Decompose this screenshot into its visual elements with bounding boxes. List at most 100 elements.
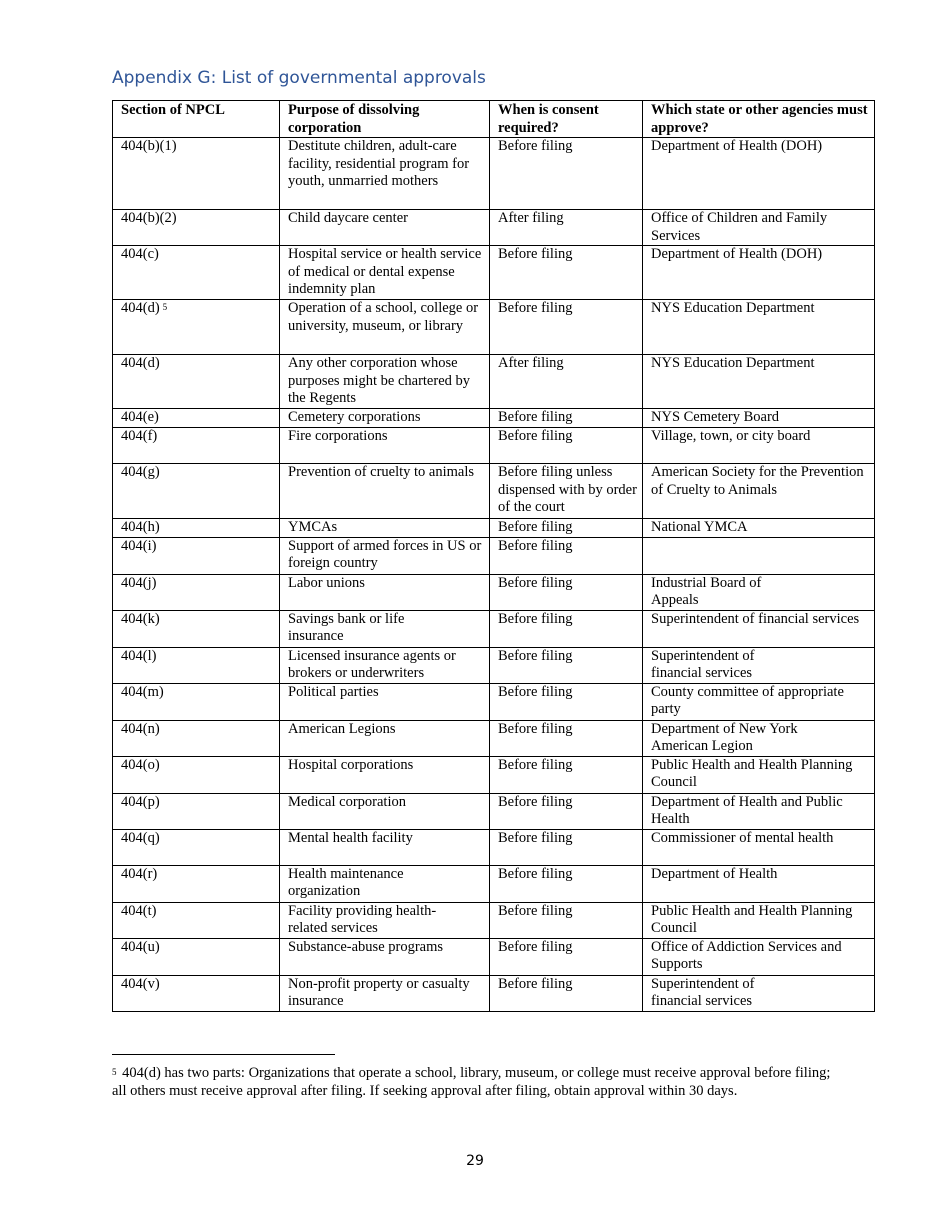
when-text: Before filing <box>498 409 573 425</box>
when-text: Before filing <box>498 647 573 664</box>
cell-purpose: YMCAs <box>279 518 490 538</box>
agency-text: Superintendent of financial services <box>651 610 860 627</box>
agency-text: Office of Addiction Services and Support… <box>651 938 842 973</box>
cell-agency: Superintendent of financial services <box>642 974 875 1012</box>
section-text: 404(k) <box>121 610 160 627</box>
page-title: Appendix G: List of governmental approva… <box>112 68 486 89</box>
cell-purpose: Operation of a school, college or univer… <box>279 299 490 355</box>
cell-purpose: Hospital corporations <box>279 755 490 794</box>
agency-text: County committee of appropriate party <box>651 683 844 718</box>
cell-agency: Department of New York American Legion <box>642 719 875 757</box>
cell-section: 404(q) <box>112 828 280 866</box>
cell-agency: Superintendent of financial services <box>642 646 875 684</box>
cell-section: 404(g) <box>112 463 280 519</box>
when-text: Before filing <box>498 537 573 554</box>
cell-purpose: Mental health facility <box>279 828 490 866</box>
cell-section: 404(n) <box>112 719 280 757</box>
agency-text: Department of Health (DOH) <box>651 246 823 262</box>
purpose-text: Mental health facility <box>288 829 413 846</box>
header-section: Section of NPCL <box>112 100 280 138</box>
cell-purpose: Prevention of cruelty to animals <box>279 463 490 519</box>
cell-agency: NYS Education Department <box>642 354 875 409</box>
cell-when: Before filing <box>489 137 643 210</box>
purpose-text: Savings bank or life insurance <box>288 610 405 645</box>
cell-when: Before filing unless dispensed with by o… <box>489 463 643 519</box>
agency-text: American Society for the Prevention of C… <box>651 464 864 498</box>
table-row: 404(m) Political parties Before filing Coun… <box>112 682 875 721</box>
when-text: Before filing <box>498 829 573 846</box>
agency-text: Public Health and Health Planning Counci… <box>651 902 853 937</box>
when-text: Before filing <box>498 246 573 262</box>
section-text: 404(g) <box>121 464 160 480</box>
cell-when: Before filing <box>489 937 643 976</box>
cell-when: Before filing <box>489 901 643 939</box>
section-text: 404(o) <box>121 756 160 773</box>
table-row: 404(d) Any other corporation whose purpos… <box>112 354 875 409</box>
cell-purpose: Medical corporation <box>279 792 490 830</box>
table-row: 404(k) Savings bank or life insurance Befo… <box>112 609 875 648</box>
table-row: 404(j) Labor unions Before filing Industria… <box>112 573 875 611</box>
cell-agency: Office of Addiction Services and Support… <box>642 937 875 976</box>
section-text: 404(f) <box>121 428 158 444</box>
purpose-text: Operation of a school, college or univer… <box>288 300 479 334</box>
section-text: 404(p) <box>121 793 160 810</box>
table-row: 404(u) Substance-abuse programs Before fil… <box>112 937 875 976</box>
cell-agency: NYS Education Department <box>642 299 875 355</box>
table-row: 404(c) Hospital service or health service… <box>112 245 875 300</box>
cell-when: Before filing <box>489 755 643 794</box>
cell-purpose: Licensed insurance agents or brokers or … <box>279 646 490 684</box>
purpose-text: Political parties <box>288 683 379 700</box>
cell-section: 404(e) <box>112 408 280 428</box>
section-text: 404(d) <box>121 355 160 371</box>
section-text: 404(b)(1) <box>121 138 177 154</box>
table-row: 404(n) American Legions Before filing Depar… <box>112 719 875 757</box>
cell-purpose: Health maintenance organization <box>279 864 490 903</box>
agency-text: Commissioner of mental health <box>651 829 834 846</box>
when-text: Before filing <box>498 574 573 591</box>
cell-when: Before filing <box>489 573 643 611</box>
cell-when: Before filing <box>489 609 643 648</box>
purpose-text: Fire corporations <box>288 428 388 444</box>
table-row: 404(l) Licensed insurance agents or broke… <box>112 646 875 684</box>
table-row: 404(v) Non-profit property or casualty in… <box>112 974 875 1012</box>
cell-agency: County committee of appropriate party <box>642 682 875 721</box>
table-row: 404(d) 5 Operation of a school, college or… <box>112 299 875 355</box>
section-text: 404(m) <box>121 683 164 700</box>
cell-agency: American Society for the Prevention of C… <box>642 463 875 519</box>
when-text: Before filing <box>498 610 573 627</box>
cell-section: 404(m) <box>112 682 280 721</box>
cell-when: Before filing <box>489 864 643 903</box>
section-text: 404(n) <box>121 720 160 737</box>
cell-agency: Commissioner of mental health <box>642 828 875 866</box>
when-text: Before filing <box>498 938 573 955</box>
cell-purpose: Labor unions <box>279 573 490 611</box>
table-row: 404(e) Cemetery corporations Before filing… <box>112 408 875 428</box>
table-row: 404(b)(2) Child daycare center After filin… <box>112 209 875 246</box>
cell-section: 404(k) <box>112 609 280 648</box>
cell-agency: Office of Children and Family Services <box>642 209 875 246</box>
section-text: 404(l) <box>121 647 157 664</box>
agency-text: Industrial Board of Appeals <box>651 574 762 609</box>
table-row: 404(g) Prevention of cruelty to animals Be… <box>112 463 875 519</box>
cell-section: 404(b)(2) <box>112 209 280 246</box>
cell-when: Before filing <box>489 646 643 684</box>
cell-section: 404(d) <box>112 354 280 409</box>
agency-text: Superintendent of financial services <box>651 975 755 1010</box>
footnote-text: 404(d) has two parts: Organizations that… <box>112 1065 831 1099</box>
cell-purpose: Destitute children, adult-care facility,… <box>279 137 490 210</box>
when-text: Before filing <box>498 720 573 737</box>
cell-purpose: Cemetery corporations <box>279 408 490 428</box>
agency-text: National YMCA <box>651 519 748 535</box>
purpose-text: Hospital corporations <box>288 756 414 773</box>
purpose-text: Any other corporation whose purposes mig… <box>288 355 471 406</box>
cell-section: 404(u) <box>112 937 280 976</box>
cell-purpose: Political parties <box>279 682 490 721</box>
cell-section: 404(c) <box>112 245 280 300</box>
cell-when: Before filing <box>489 974 643 1012</box>
cell-when: Before filing <box>489 828 643 866</box>
section-text: 404(d) <box>121 300 160 316</box>
approvals-table: Section of NPCL Purpose of dissolving co… <box>112 100 875 1012</box>
footnote-reference[interactable]: 5 <box>162 302 168 312</box>
section-text: 404(e) <box>121 409 159 425</box>
when-text: Before filing <box>498 683 573 700</box>
